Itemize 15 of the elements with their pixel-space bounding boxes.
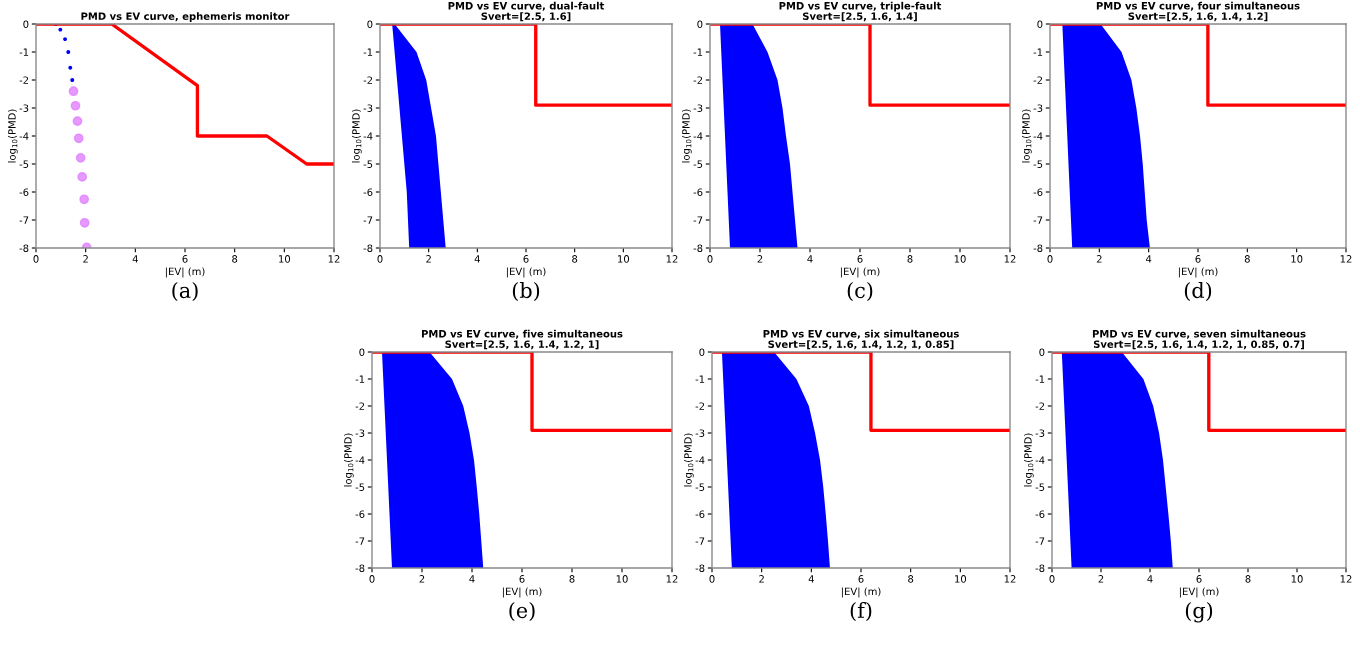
text: (g) [1185,602,1213,623]
point [75,152,86,163]
text: (d) [1184,282,1212,302]
point [72,116,83,127]
point [73,133,84,144]
point [77,172,88,182]
text: (b) [512,282,540,302]
point [79,194,90,205]
point [79,217,90,228]
point [68,86,79,97]
point [70,100,81,111]
text: (c) [847,282,873,302]
text: (a) [172,282,198,302]
text: (f) [850,602,872,622]
text: (e) [509,602,535,622]
